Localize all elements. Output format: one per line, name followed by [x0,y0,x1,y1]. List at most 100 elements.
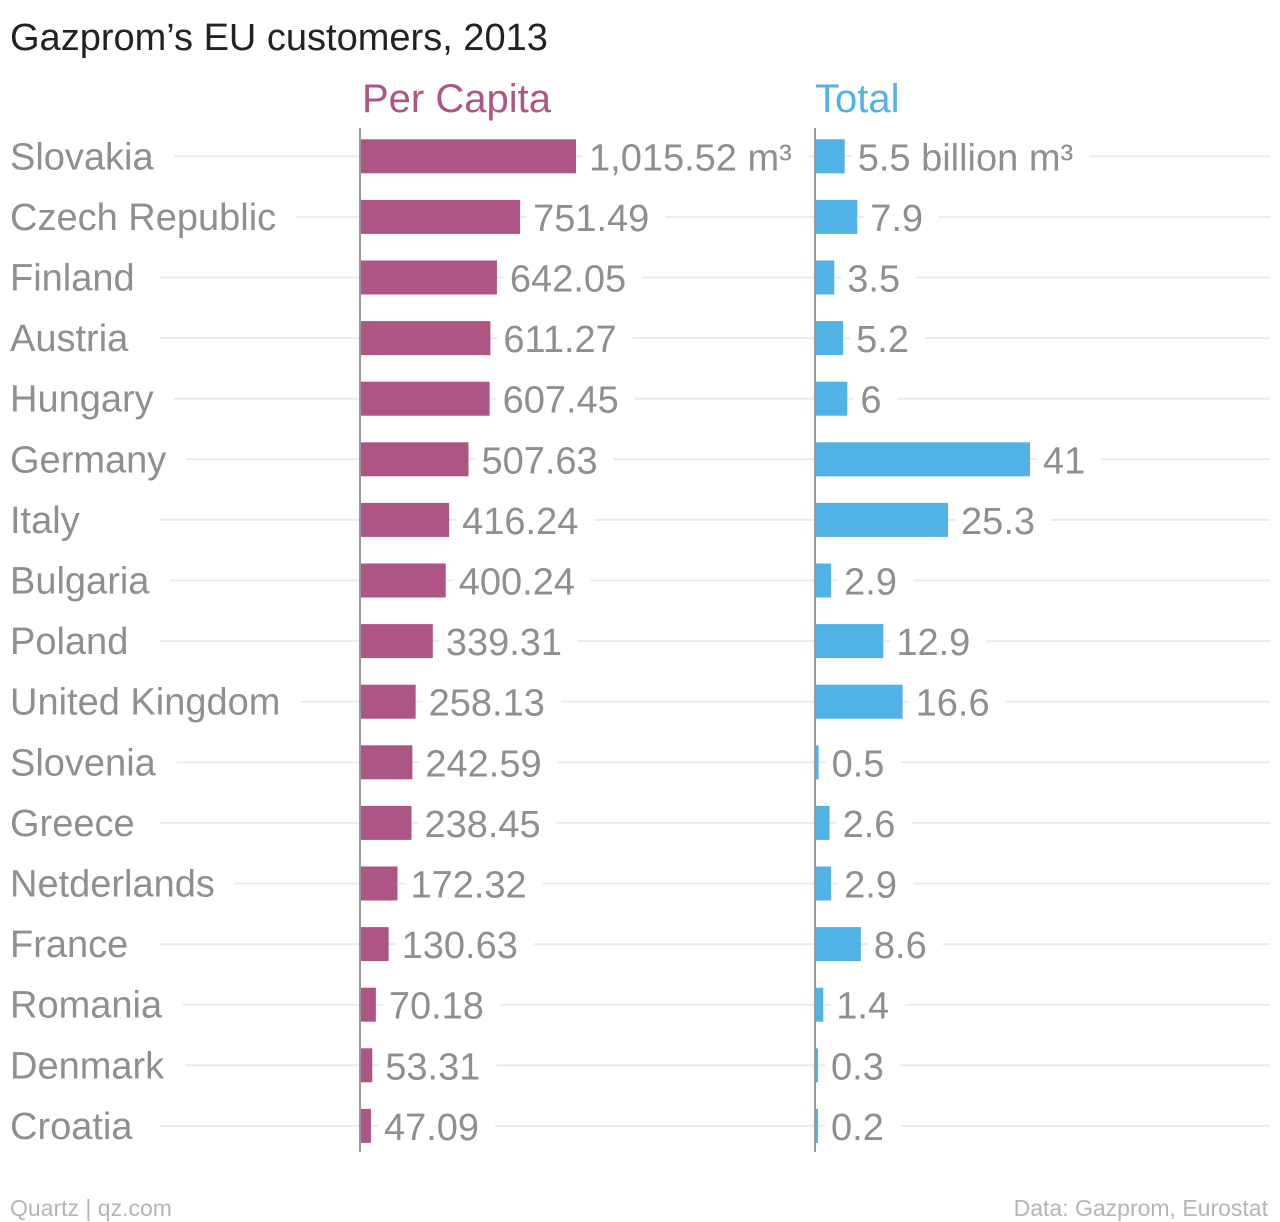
bar-total [816,987,824,1022]
bar-per-capita [361,502,450,537]
category-label: Bulgaria [10,561,150,603]
value-label-backing [830,982,906,1027]
value-label-per-capita: 242.59 [425,743,541,785]
value-label-total: 2.6 [843,804,896,846]
bar-total [816,381,848,416]
value-label-backing [379,1043,497,1088]
bar-per-capita [361,381,490,416]
value-label-backing [838,861,913,906]
value-label-backing [382,982,500,1027]
category-label: Romania [10,985,163,1027]
value-label-backing [496,376,635,421]
bar-total [816,199,858,234]
bar-total [816,260,835,295]
category-label: Poland [10,621,128,663]
category-label: United Kingdom [10,682,280,724]
category-label: Croatia [10,1106,133,1148]
value-label-backing [439,619,579,664]
category-label-backing [0,922,149,967]
value-label-backing [583,134,808,179]
value-label-per-capita: 611.27 [503,319,616,361]
category-label-backing [0,619,149,664]
category-label: Denmark [10,1045,165,1087]
bar-per-capita [361,199,521,234]
category-label: Hungary [10,379,154,421]
value-label-per-capita: 607.45 [503,380,619,422]
category-label-backing [0,255,155,300]
category-label-backing [0,558,171,603]
series-headers: Per Capita Total [362,77,900,121]
category-label-backing [0,134,175,179]
bar-per-capita [361,684,416,719]
value-label-total: 0.3 [831,1046,884,1088]
bar-per-capita [361,139,576,174]
value-label-backing [854,376,898,421]
value-label-backing [419,740,558,785]
category-label-backing [0,982,183,1027]
bar-total [816,624,884,659]
value-label-backing [909,679,1006,724]
bar-per-capita [361,624,433,659]
value-label-total: 3.5 [847,259,900,301]
category-label: Netderlands [10,864,215,906]
category-label-backing [0,376,174,421]
value-label-backing [890,619,987,664]
category-label-backing [0,194,297,239]
category-label-backing [0,740,177,785]
value-label-total: 16.6 [916,683,990,725]
bar-per-capita [361,260,497,295]
bars [361,139,1030,1143]
category-label: France [10,924,128,966]
value-label-total: 12.9 [896,622,970,664]
category-label-backing [0,679,301,724]
value-label-per-capita: 1,015.52 m³ [589,137,792,179]
footer-credit: Quartz | qz.com [10,1195,172,1221]
value-label-per-capita: 339.31 [446,622,562,664]
value-label-per-capita: 751.49 [533,198,649,240]
value-label-backing [825,1103,900,1148]
value-label-backing [475,437,614,482]
series-header-per-capita: Per Capita [362,77,552,121]
bar-total [816,1048,818,1083]
value-label-per-capita: 130.63 [402,925,518,967]
value-label-per-capita: 47.09 [384,1107,479,1149]
value-label-per-capita: 400.24 [459,562,575,604]
bar-per-capita [361,745,413,780]
value-label-total: 7.9 [870,198,923,240]
value-label-backing [527,194,666,239]
category-label: Slovenia [10,742,157,784]
category-label-backing [0,800,155,845]
bar-per-capita [361,927,389,962]
value-labels: 1,015.52 m³ 751.49 642.05 611.27 607.45 507.6… [377,134,1102,1149]
bar-total [816,866,832,901]
bar-total [816,805,830,840]
value-label-backing [497,316,633,361]
value-label-backing [503,255,643,300]
category-label: Slovakia [10,136,154,178]
bar-per-capita [361,1108,371,1143]
value-label-per-capita: 258.13 [429,683,545,725]
value-label-per-capita: 70.18 [389,986,484,1028]
value-label-backing [404,861,543,906]
category-labels: Slovakia Czech Republic Finland Austria Hung… [0,134,301,1148]
bar-per-capita [361,866,398,901]
category-label: Greece [10,803,135,845]
chart-title: Gazprom’s EU customers, 2013 [10,17,548,59]
bar-per-capita [361,987,376,1022]
value-label-backing [377,1103,496,1148]
value-label-backing [452,558,591,603]
bar-total [816,442,1030,477]
value-label-per-capita: 172.32 [410,865,526,907]
value-label-total: 25.3 [961,501,1035,543]
bar-total [816,745,819,780]
value-label-total: 2.9 [844,562,897,604]
bar-per-capita [361,321,491,356]
value-label-backing [1037,437,1102,482]
category-label: Austria [10,318,129,360]
category-label: Finland [10,258,135,300]
value-label-per-capita: 53.31 [385,1046,480,1088]
value-label-total: 0.2 [831,1107,884,1149]
bar-total [816,927,861,962]
value-label-backing [838,558,913,603]
